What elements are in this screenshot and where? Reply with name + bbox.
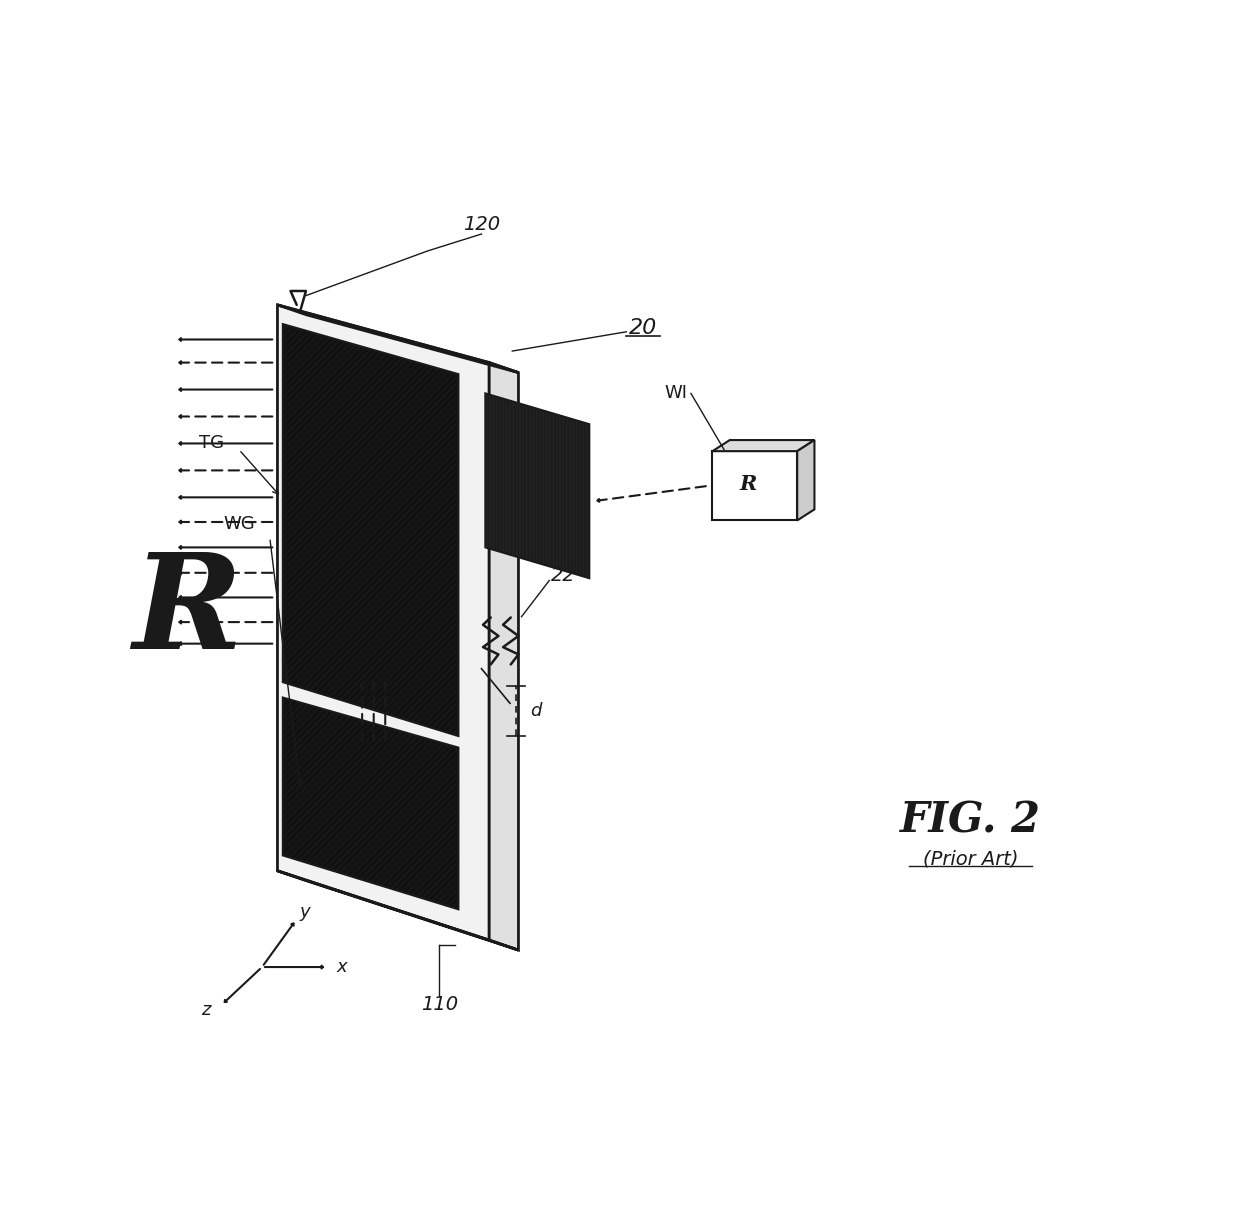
Text: x: x xyxy=(337,958,347,976)
Text: FIG. 2: FIG. 2 xyxy=(900,800,1040,842)
Polygon shape xyxy=(797,440,815,521)
Text: z: z xyxy=(201,1001,211,1019)
Polygon shape xyxy=(713,451,797,521)
Polygon shape xyxy=(713,440,815,451)
Text: (Prior Art): (Prior Art) xyxy=(923,850,1018,869)
Text: WG: WG xyxy=(223,516,254,533)
Text: R: R xyxy=(133,549,242,677)
Text: 22: 22 xyxy=(551,566,575,586)
Polygon shape xyxy=(283,325,459,736)
Polygon shape xyxy=(485,393,589,578)
Text: y: y xyxy=(300,903,310,921)
Polygon shape xyxy=(278,305,518,372)
Text: R: R xyxy=(739,474,756,494)
Polygon shape xyxy=(283,697,459,909)
Text: 20: 20 xyxy=(629,318,657,338)
Text: 110: 110 xyxy=(420,995,458,1013)
Text: TG: TG xyxy=(200,435,224,452)
Text: 120: 120 xyxy=(463,214,500,234)
Polygon shape xyxy=(490,363,518,951)
Text: d: d xyxy=(529,702,542,720)
Polygon shape xyxy=(278,871,518,951)
Text: WI: WI xyxy=(665,385,687,402)
Polygon shape xyxy=(278,305,490,940)
